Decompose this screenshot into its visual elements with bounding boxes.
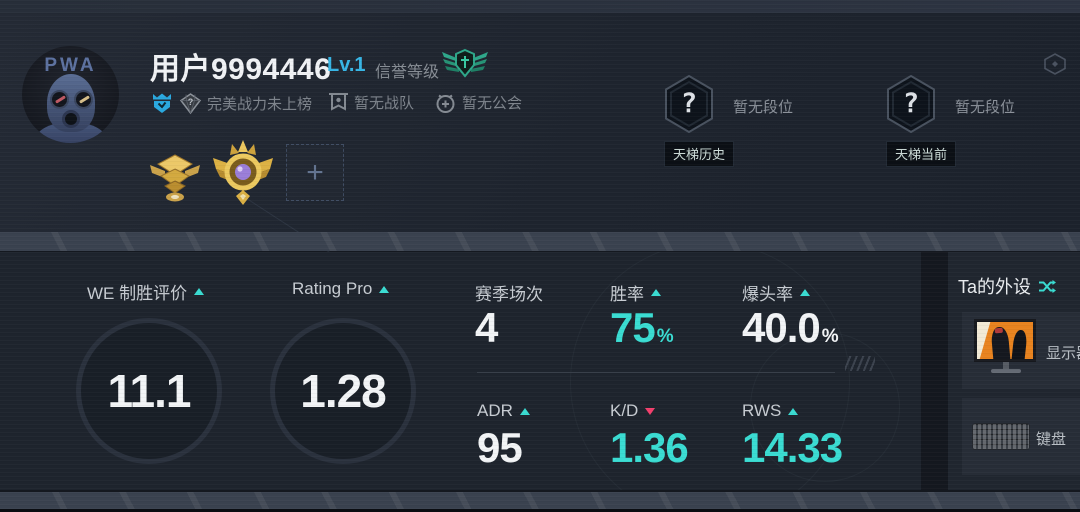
- rating-pro-gauge: 1.28: [270, 318, 416, 464]
- we-rating-value: 11.1: [107, 365, 192, 417]
- avatar-goggle-left: [50, 90, 69, 109]
- trend-up-icon: [651, 289, 661, 296]
- rating-pro-value: 1.28: [300, 365, 387, 417]
- guild-badge[interactable]: 暂无公会: [434, 91, 522, 114]
- season-matches-label: 赛季场次: [475, 285, 543, 304]
- rating-pro-label: Rating Pro: [292, 279, 390, 299]
- avatar-figure-body: [36, 122, 106, 143]
- divider-band-top: [0, 232, 1080, 251]
- team-flag-icon: [329, 93, 348, 111]
- trend-up-icon: [194, 288, 205, 295]
- rws-value: 14.33: [742, 424, 843, 471]
- hexagon-rank-unknown-icon: ?: [886, 74, 936, 134]
- divider-band-bottom: [0, 492, 1080, 509]
- decor-circle: [750, 332, 900, 482]
- season-stats-card: WE 制胜评价 11.1 Rating Pro 1.28 赛季场次 4 胜率 7…: [0, 252, 921, 490]
- peripherals-panel: Ta的外设 显示器 键盘: [948, 252, 1080, 490]
- winrate-label: 胜率: [610, 280, 661, 305]
- ladder-history-status: 暂无段位: [733, 99, 794, 116]
- rws-label: RWS: [742, 401, 799, 421]
- reputation-label: 信誉等级: [375, 64, 440, 81]
- settings-hexagon-icon[interactable]: [1042, 52, 1068, 76]
- power-diamond-icon: ?: [179, 92, 202, 115]
- peripherals-title-row: Ta的外设: [958, 273, 1057, 299]
- headshot-rate-value: 40.0%: [742, 304, 839, 351]
- ladder-current-badge[interactable]: ? 暂无段位 天梯当前: [886, 74, 1015, 167]
- bottom-strip: [0, 509, 1080, 512]
- keyboard-label: 键盘: [1036, 431, 1067, 448]
- plus-icon: +: [306, 155, 324, 189]
- ladder-history-badge[interactable]: ? 暂无段位 天梯历史: [664, 74, 793, 167]
- avatar-respirator: [62, 110, 80, 128]
- monitor-image: [974, 319, 1038, 373]
- gold-gem-medal[interactable]: [208, 138, 278, 208]
- stats-divider: [477, 372, 835, 373]
- team-badge[interactable]: 暂无战队: [328, 91, 414, 114]
- trend-up-icon: [788, 407, 799, 415]
- reputation-wings-shield-icon: [442, 48, 488, 78]
- winrate-value: 75%: [610, 304, 674, 351]
- we-rating-gauge: 11.1: [76, 318, 222, 464]
- avatar[interactable]: PWA: [22, 46, 119, 143]
- adr-value: 95: [477, 424, 523, 471]
- monitor-label: 显示器: [1046, 345, 1080, 362]
- adr-label: ADR: [477, 401, 530, 421]
- hexagon-rank-unknown-icon: ?: [664, 74, 714, 134]
- decor-slashes: [845, 356, 875, 371]
- we-rating-label: WE 制胜评价: [87, 279, 205, 304]
- ladder-current-status: 暂无段位: [955, 99, 1016, 116]
- season-matches-value: 4: [475, 304, 498, 351]
- rank-shield-icon: [153, 93, 171, 113]
- perfect-power-label: 完美战力未上榜: [207, 95, 313, 113]
- trend-up-icon: [800, 289, 810, 296]
- top-strip: [0, 0, 1080, 13]
- ladder-current-tag: 天梯当前: [886, 141, 957, 167]
- avatar-clan-text: PWA: [44, 55, 97, 76]
- ladder-history-tag: 天梯历史: [664, 141, 735, 167]
- add-medal-button[interactable]: +: [286, 144, 344, 201]
- gold-chevron-medal[interactable]: [146, 150, 204, 204]
- shuffle-icon[interactable]: [1038, 279, 1057, 294]
- kd-label: K/D: [610, 401, 656, 421]
- kd-value: 1.36: [610, 424, 689, 471]
- team-label: 暂无战队: [354, 95, 415, 112]
- perfect-power-badge[interactable]: ? 完美战力未上榜: [150, 91, 312, 115]
- peripheral-keyboard-card[interactable]: 键盘: [962, 398, 1080, 475]
- trend-up-icon: [519, 407, 530, 415]
- peripheral-monitor-card[interactable]: 显示器: [962, 312, 1080, 389]
- profile-header-panel: PWA 用户9994446 Lv.1 信誉等级: [0, 13, 1080, 264]
- guild-circle-plus-icon: [436, 94, 455, 113]
- trend-up-icon: [379, 285, 390, 293]
- keyboard-image: [972, 423, 1030, 450]
- level-badge: Lv.1: [327, 54, 366, 76]
- trend-down-icon: [645, 407, 656, 415]
- peripherals-title: Ta的外设: [958, 277, 1032, 297]
- avatar-goggle-right: [74, 90, 93, 109]
- username: 用户9994446: [150, 53, 332, 86]
- headshot-rate-label: 爆头率: [742, 280, 810, 305]
- guild-label: 暂无公会: [462, 95, 523, 112]
